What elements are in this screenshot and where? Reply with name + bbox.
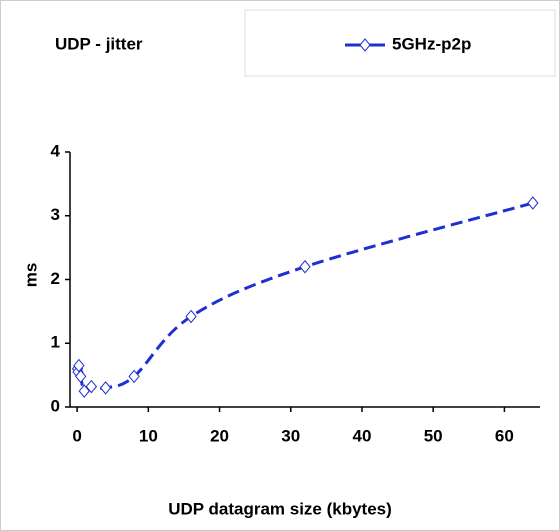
marker [78, 384, 90, 398]
x-tick-label: 0 [72, 426, 81, 445]
marker [99, 381, 112, 395]
marker [85, 379, 98, 394]
marker [185, 309, 197, 324]
legend-label: 5GHz-p2p [392, 34, 471, 53]
legend-box [244, 9, 556, 77]
x-tick-label: 30 [281, 426, 300, 445]
x-tick-label: 50 [424, 426, 443, 445]
x-tick-label: 40 [353, 426, 372, 445]
marker [75, 369, 87, 384]
x-tick-label: 60 [495, 426, 514, 445]
x-tick-label: 20 [210, 426, 229, 445]
y-tick-label: 1 [51, 333, 60, 352]
marker [128, 369, 140, 384]
marker [73, 358, 85, 373]
y-tick-label: 3 [51, 205, 60, 224]
legend-marker [359, 38, 371, 52]
y-tick-label: 2 [51, 269, 60, 288]
marker [527, 196, 539, 210]
x-tick-label: 10 [139, 426, 158, 445]
y-axis-label: ms [21, 263, 40, 288]
chart-title: UDP - jitter [55, 34, 143, 53]
x-axis-label: UDP datagram size (kbytes) [168, 499, 392, 518]
y-tick-label: 4 [51, 141, 61, 160]
marker [299, 259, 311, 274]
y-tick-label: 0 [51, 396, 60, 415]
